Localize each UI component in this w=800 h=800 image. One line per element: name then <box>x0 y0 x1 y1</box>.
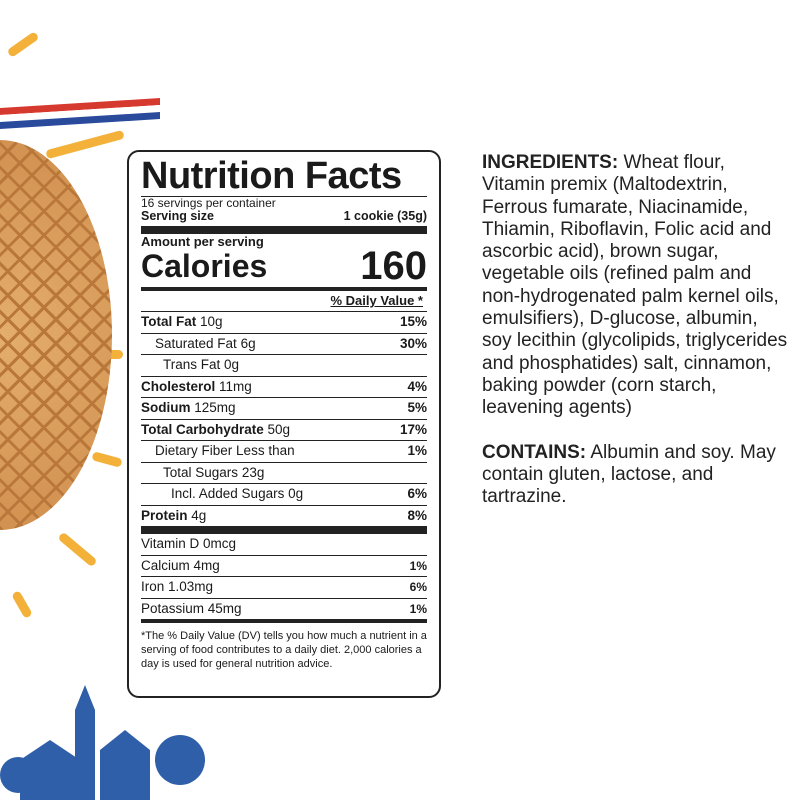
vitamin-name: Vitamin D 0mcg <box>141 536 237 551</box>
nutrient-dv: 5% <box>407 400 427 415</box>
nutrient-row: Incl. Added Sugars 0g 6% <box>141 483 427 505</box>
vitamin-dv: 1% <box>409 558 427 573</box>
nutrient-dv: 17% <box>399 421 427 437</box>
nutrient-row: Total Sugars 23g <box>141 461 427 484</box>
label-title: Nutrition Facts <box>141 156 427 197</box>
contains-section: CONTAINS: Albumin and soy. May contain g… <box>482 442 788 509</box>
calories-label: Calories <box>141 248 268 284</box>
sun-ray <box>11 590 33 619</box>
servings-per-container: 16 servings per container <box>141 196 276 210</box>
nutrient-row: Cholesterol 11mg 4% <box>141 375 427 398</box>
village-illustration <box>0 685 205 800</box>
nutrient-amount: 0g <box>224 357 240 372</box>
sun-ray <box>45 129 125 160</box>
nutrient-name: Cholesterol <box>141 378 216 394</box>
nutrient-amount: 10g <box>200 314 223 329</box>
sun-ray <box>57 531 98 568</box>
amount-per-serving: Amount per serving <box>141 234 264 249</box>
vitamin-row: Potassium 45mg 1% <box>141 597 427 620</box>
nutrient-dv: 30% <box>399 335 427 351</box>
ingredients-heading: INGREDIENTS: <box>482 152 619 173</box>
nutrient-row: Total Carbohydrate 50g 17% <box>141 418 427 441</box>
nutrient-name: Incl. Added Sugars <box>171 486 285 501</box>
nutrient-name: Total Carbohydrate <box>141 421 264 437</box>
nutrient-amount: 50g <box>267 421 291 437</box>
nutrient-dv: 15% <box>399 314 427 329</box>
nutrient-dv: 4% <box>407 378 427 394</box>
nutrient-name: Protein <box>141 507 188 523</box>
vitamin-name: Iron 1.03mg <box>141 579 214 594</box>
nutrient-name: Trans Fat <box>163 357 221 372</box>
nutrient-name: Total Fat <box>141 314 197 329</box>
vitamin-name: Calcium 4mg <box>141 557 220 573</box>
nutrient-amount: 4g <box>191 507 207 523</box>
footnote: *The % Daily Value (DV) tells you how mu… <box>141 630 427 670</box>
nutrient-row: Total Fat 10g 15% <box>141 311 427 333</box>
daily-value-header: % Daily Value * <box>330 293 424 308</box>
flag-ribbon <box>0 98 160 129</box>
vitamin-row: Calcium 4mg 1% <box>141 554 427 577</box>
nutrient-row: Dietary Fiber Less than 1% <box>141 440 427 462</box>
nutrient-row: Saturated Fat 6g 30% <box>141 332 427 355</box>
nutrient-name: Total Sugars <box>163 464 239 480</box>
nutrient-name: Dietary Fiber <box>155 443 233 458</box>
contains-text: Albumin and soy. May contain gluten, lac… <box>482 441 776 508</box>
vitamin-dv: 6% <box>409 580 427 594</box>
nutrient-amount: 11mg <box>219 378 252 394</box>
nutrition-facts-label: Nutrition Facts 16 servings per containe… <box>127 150 441 698</box>
contains-heading: CONTAINS: <box>482 441 587 463</box>
nutrient-amount: 6g <box>240 335 256 351</box>
sun-ray <box>6 31 40 58</box>
vitamin-row: Iron 1.03mg 6% <box>141 576 427 598</box>
serving-size-value: 1 cookie (35g) <box>343 209 427 223</box>
nutrient-dv: 8% <box>407 507 427 523</box>
nutrient-amount: 0g <box>288 486 304 501</box>
nutrient-row: Sodium 125mg 5% <box>141 397 427 419</box>
ingredients-section: INGREDIENTS: Wheat flour, Vitamin premix… <box>482 152 788 420</box>
nutrient-name: Sodium <box>141 400 191 415</box>
nutrient-dv: 1% <box>407 443 427 458</box>
nutrient-amount: 23g <box>241 464 265 480</box>
vitamin-row: Vitamin D 0mcg <box>141 534 427 555</box>
nutrient-row: Trans Fat 0g <box>141 354 427 376</box>
nutrient-amount: Less than <box>236 443 295 458</box>
ingredients-text: Wheat flour, Vitamin premix (Maltodextri… <box>482 152 788 419</box>
nutrient-name: Saturated Fat <box>155 335 237 351</box>
serving-size-label: Serving size <box>141 209 214 223</box>
nutrient-dv: 6% <box>407 486 427 501</box>
nutrient-amount: 125mg <box>194 400 236 415</box>
calories-value: 160 <box>360 244 427 288</box>
vitamin-name: Potassium 45mg <box>141 600 242 616</box>
vitamin-dv: 1% <box>409 601 427 616</box>
sun-ray <box>91 451 123 468</box>
nutrient-row: Protein 4g 8% <box>141 504 427 527</box>
